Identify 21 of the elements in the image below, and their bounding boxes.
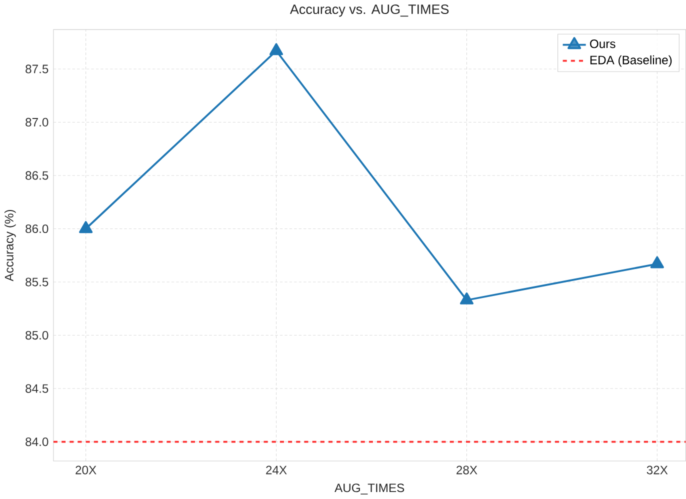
x-tick-label: 28X (456, 466, 478, 474)
y-tick-label: 84.0 (26, 438, 48, 446)
y-tick-label: 84.5 (26, 384, 48, 393)
legend-label: Ours (590, 40, 616, 48)
point (460, 292, 474, 304)
y-tick-label: 85.0 (26, 330, 48, 340)
x-tick-label: 32X (646, 466, 668, 474)
y-tick-label: 86.5 (26, 171, 48, 180)
point (269, 43, 284, 56)
x-tick-label: 24X (266, 466, 287, 474)
y-tick-label: 85.5 (26, 278, 48, 286)
y-tick-label: 87.5 (26, 64, 48, 74)
y-tick-label: 86.0 (26, 224, 48, 234)
x-tick-label: 20X (76, 466, 96, 474)
legend-label: EDA (Baseline) (590, 55, 672, 67)
chart-title: Accuracy vs. AUG_TIMES (290, 4, 449, 17)
y-tick-label: 87.0 (26, 118, 48, 127)
point (650, 256, 664, 268)
point (79, 221, 93, 234)
y-axis-title: Accuracy (%) (4, 210, 16, 282)
x-axis-title: AUG_TIMES (334, 484, 404, 494)
